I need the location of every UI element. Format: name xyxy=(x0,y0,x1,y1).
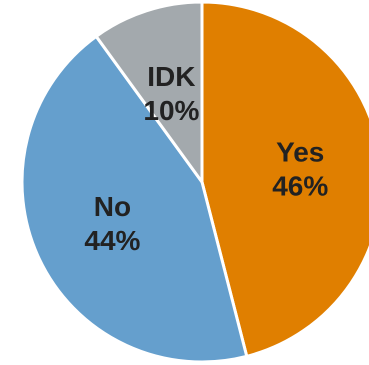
slice-percent-label: 10% xyxy=(143,95,199,126)
slice-category-label: Yes xyxy=(276,137,324,168)
slice-category-label: No xyxy=(94,191,131,222)
slice-category-label: IDK xyxy=(147,61,195,92)
pie-slice-yes xyxy=(200,0,369,358)
pie-slice-idk xyxy=(94,0,204,184)
slice-percent-label: 44% xyxy=(84,225,140,256)
slice-percent-label: 46% xyxy=(272,171,328,202)
pie-slices xyxy=(20,0,369,364)
pie-slice-no xyxy=(20,34,249,364)
